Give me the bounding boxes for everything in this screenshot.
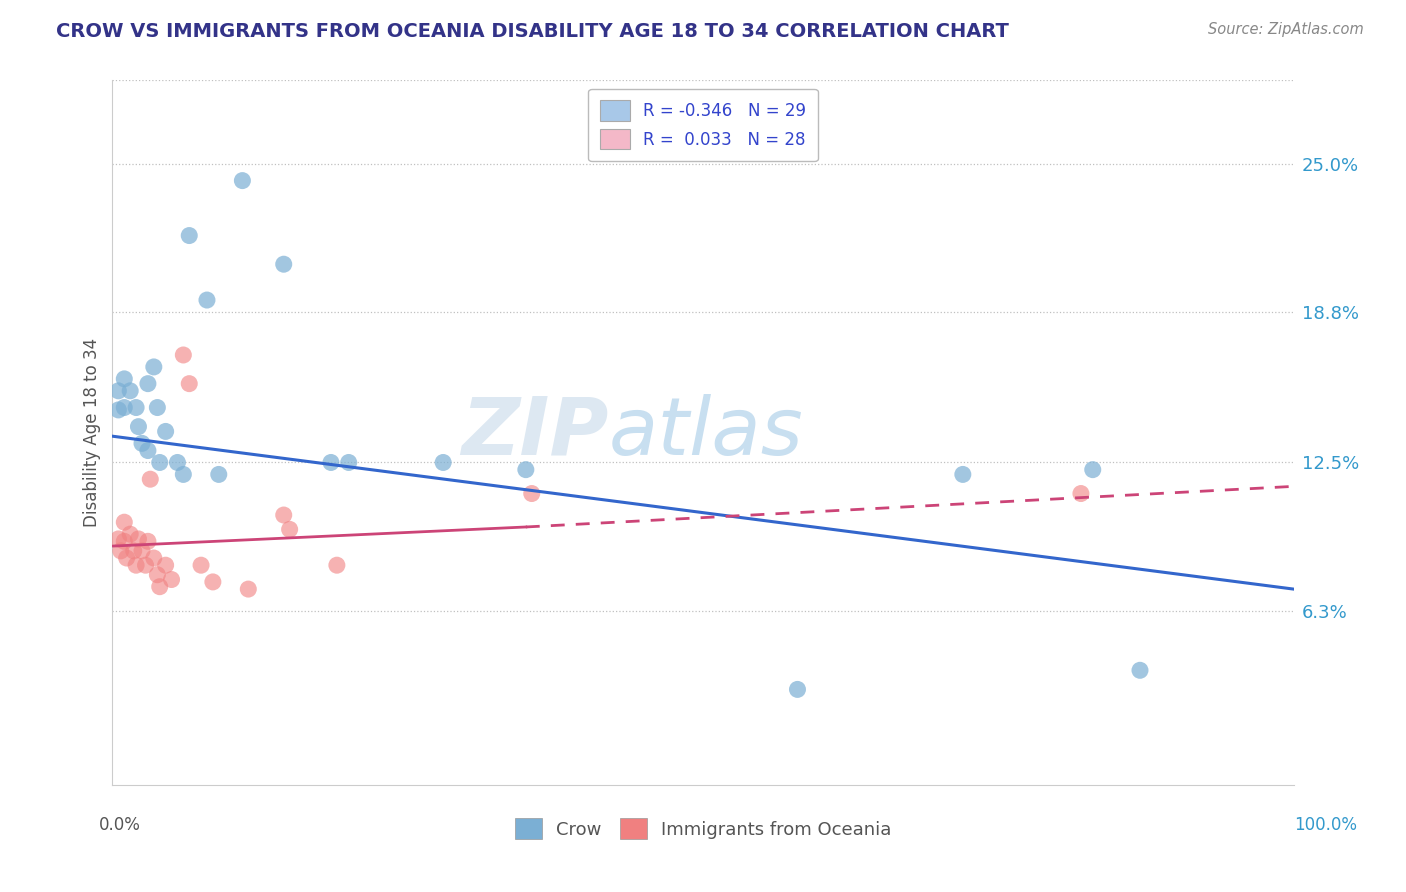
Point — [179, 376, 201, 391]
Point — [515, 463, 537, 477]
Text: 0.0%: 0.0% — [98, 816, 141, 834]
Point — [122, 544, 145, 558]
Point — [107, 384, 129, 398]
Text: CROW VS IMMIGRANTS FROM OCEANIA DISABILITY AGE 18 TO 34 CORRELATION CHART: CROW VS IMMIGRANTS FROM OCEANIA DISABILI… — [56, 22, 1010, 41]
Point — [115, 551, 138, 566]
Point — [208, 467, 231, 482]
Point — [112, 515, 135, 529]
Text: ZIP: ZIP — [461, 393, 609, 472]
Point — [107, 532, 129, 546]
Point — [172, 348, 194, 362]
Text: atlas: atlas — [609, 393, 803, 472]
Point — [149, 580, 172, 594]
Point — [273, 257, 295, 271]
Point — [110, 544, 132, 558]
Point — [136, 443, 159, 458]
Point — [1081, 463, 1104, 477]
Point — [179, 228, 201, 243]
Point — [136, 376, 159, 391]
Text: 100.0%: 100.0% — [1294, 816, 1357, 834]
Point — [142, 359, 165, 374]
Point — [1070, 486, 1092, 500]
Point — [146, 401, 169, 415]
Point — [127, 532, 149, 546]
Point — [139, 472, 162, 486]
Point — [131, 544, 153, 558]
Point — [786, 682, 808, 697]
Point — [120, 527, 142, 541]
Point — [155, 558, 177, 573]
Point — [190, 558, 212, 573]
Point — [195, 293, 218, 307]
Point — [112, 372, 135, 386]
Point — [278, 522, 301, 536]
Text: Source: ZipAtlas.com: Source: ZipAtlas.com — [1208, 22, 1364, 37]
Point — [432, 455, 454, 469]
Point — [319, 455, 342, 469]
Point — [135, 558, 157, 573]
Point — [112, 401, 135, 415]
Point — [120, 384, 142, 398]
Point — [172, 467, 194, 482]
Point — [201, 574, 224, 589]
Point — [166, 455, 188, 469]
Point — [238, 582, 260, 596]
Point — [125, 558, 148, 573]
Point — [107, 403, 129, 417]
Point — [273, 508, 295, 522]
Legend: Crow, Immigrants from Oceania: Crow, Immigrants from Oceania — [508, 811, 898, 847]
Point — [149, 455, 172, 469]
Point — [337, 455, 360, 469]
Point — [146, 567, 169, 582]
Point — [952, 467, 974, 482]
Point — [142, 551, 165, 566]
Point — [136, 534, 159, 549]
Point — [125, 401, 148, 415]
Point — [231, 173, 253, 187]
Point — [160, 573, 183, 587]
Y-axis label: Disability Age 18 to 34: Disability Age 18 to 34 — [83, 338, 101, 527]
Point — [326, 558, 349, 573]
Point — [1129, 663, 1152, 677]
Point — [127, 419, 149, 434]
Point — [155, 425, 177, 439]
Point — [131, 436, 153, 450]
Point — [112, 534, 135, 549]
Point — [520, 486, 543, 500]
